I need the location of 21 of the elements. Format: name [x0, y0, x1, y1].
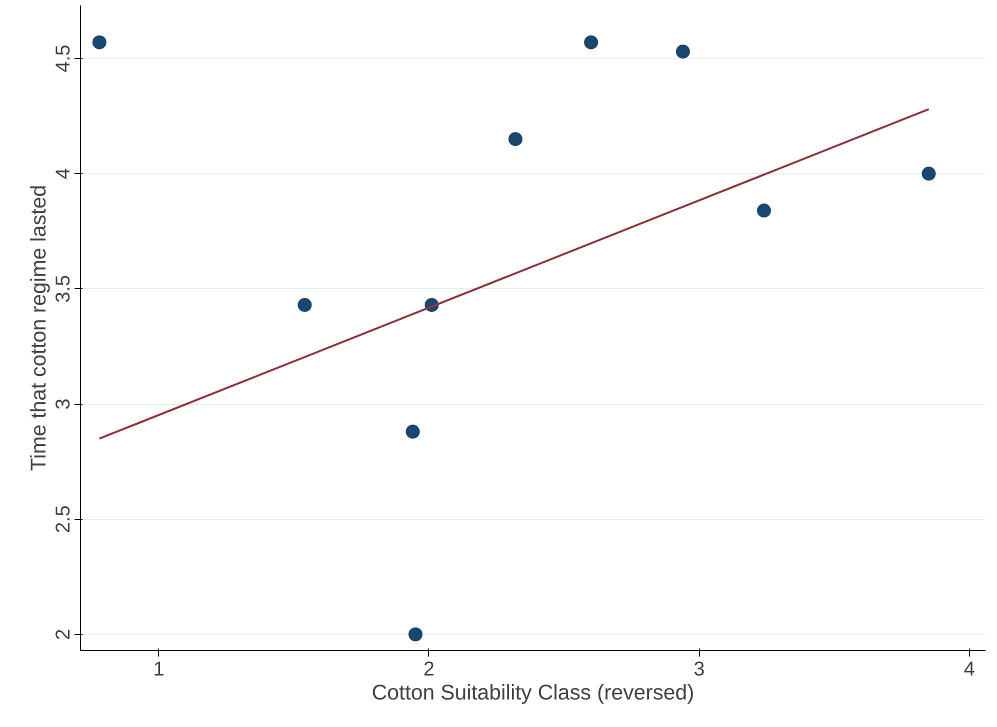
y-tick-label: 4 [52, 168, 74, 180]
y-tick-label: 3 [52, 398, 74, 410]
point [756, 204, 771, 218]
point [508, 132, 522, 146]
point [298, 298, 312, 312]
point [676, 44, 690, 59]
y-tick-label: 2 [52, 628, 74, 640]
point [92, 35, 106, 50]
point [406, 424, 420, 439]
y-tick-label: 2.5 [52, 505, 74, 534]
x-tick-label: 2 [423, 658, 435, 680]
point [584, 35, 598, 50]
x-axis-title: Cotton Suitability Class (reversed) [372, 680, 694, 704]
point [922, 166, 936, 181]
x-tick-label: 3 [694, 658, 705, 680]
point [408, 627, 422, 642]
y-tick-label: 4.5 [52, 44, 74, 72]
x-tick-label: 1 [153, 658, 164, 680]
y-tick-label: 3.5 [52, 274, 74, 303]
y-axis-title: Time that cotton regime lasted [26, 184, 50, 472]
x-tick-label: 4 [964, 658, 975, 680]
